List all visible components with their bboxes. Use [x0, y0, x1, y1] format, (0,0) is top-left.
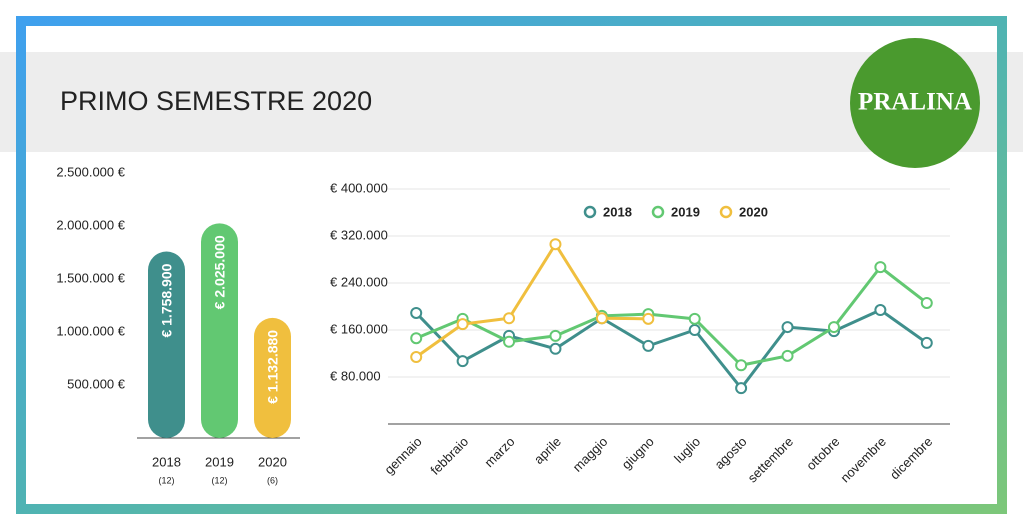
y-tick-label: € 400.000: [330, 180, 388, 195]
point: [920, 336, 933, 349]
point: [642, 339, 655, 352]
x-tick-label: aprile: [531, 434, 564, 467]
y-tick-label: 500.000 €: [67, 376, 126, 391]
point: [874, 261, 887, 274]
point: [688, 324, 701, 336]
logo: [850, 38, 980, 168]
frame: [16, 16, 1007, 514]
charts: 500.000 € 1.000.000 € 1.500.000 € 2.000.000…: [56, 164, 950, 485]
point: [503, 335, 516, 348]
bar: [201, 223, 238, 438]
x-tick-label: marzo: [481, 434, 517, 470]
x-tick-label: giugno: [619, 434, 657, 472]
y-tick-label: € 160.000: [330, 321, 388, 336]
page-title: PRIMO SEMESTRE 2020: [60, 86, 372, 116]
x-tick-label: 2020: [258, 454, 287, 469]
x-tick-note: (6): [267, 475, 278, 485]
point: [503, 312, 516, 325]
legend-label: 2018: [603, 204, 632, 219]
y-tick-label: € 240.000: [330, 274, 388, 289]
y-tick-label: 2.500.000 €: [56, 164, 125, 179]
x-tick-label: 2018: [152, 454, 181, 469]
legend-marker: [583, 205, 597, 219]
x-tick-label: maggio: [570, 434, 611, 475]
point: [456, 318, 469, 331]
x-tick-label: dicembre: [887, 434, 935, 482]
point: [735, 382, 748, 395]
legend-label: 2020: [739, 204, 768, 219]
point: [410, 351, 423, 364]
point: [735, 359, 748, 372]
x-tick-note: (12): [158, 475, 174, 485]
point: [549, 329, 562, 342]
point: [456, 355, 469, 368]
point: [781, 321, 794, 334]
point: [410, 332, 423, 345]
series-line: [415, 242, 649, 359]
x-tick-note: (12): [211, 475, 227, 485]
series-line: [415, 308, 928, 390]
x-tick-label: settembre: [745, 434, 796, 485]
point: [827, 321, 840, 334]
legend-marker: [719, 205, 733, 219]
x-tick-label: agosto: [711, 434, 749, 472]
x-tick-label: gennaio: [381, 434, 424, 477]
point: [410, 306, 423, 319]
x-tick-label: febbraio: [427, 434, 471, 478]
logo-text: PRALINA: [858, 89, 972, 116]
point: [549, 238, 562, 251]
x-tick-label: luglio: [671, 434, 703, 466]
point: [781, 349, 794, 362]
point: [642, 312, 655, 325]
point: [874, 304, 887, 317]
y-tick-label: 1.000.000 €: [56, 323, 125, 338]
y-tick-label: € 320.000: [330, 227, 388, 242]
bar-value-label: € 1.758.900: [159, 263, 175, 337]
point: [595, 312, 608, 325]
y-tick-label: € 80.000: [330, 368, 381, 383]
legend-marker: [651, 205, 665, 219]
bar: [148, 251, 185, 438]
x-tick-label: novembre: [837, 434, 888, 485]
bar-value-label: € 2.025.000: [212, 235, 228, 309]
point: [688, 312, 701, 325]
legend-label: 2019: [671, 204, 700, 219]
point: [549, 342, 562, 355]
y-tick-label: 2.000.000 €: [56, 217, 125, 232]
point: [920, 296, 933, 309]
series-line: [415, 265, 928, 367]
bar-value-label: € 1.132.880: [265, 330, 281, 404]
y-tick-label: 1.500.000 €: [56, 270, 125, 285]
bar: [254, 317, 291, 438]
x-tick-label: ottobre: [803, 434, 842, 473]
x-tick-label: 2019: [205, 454, 234, 469]
